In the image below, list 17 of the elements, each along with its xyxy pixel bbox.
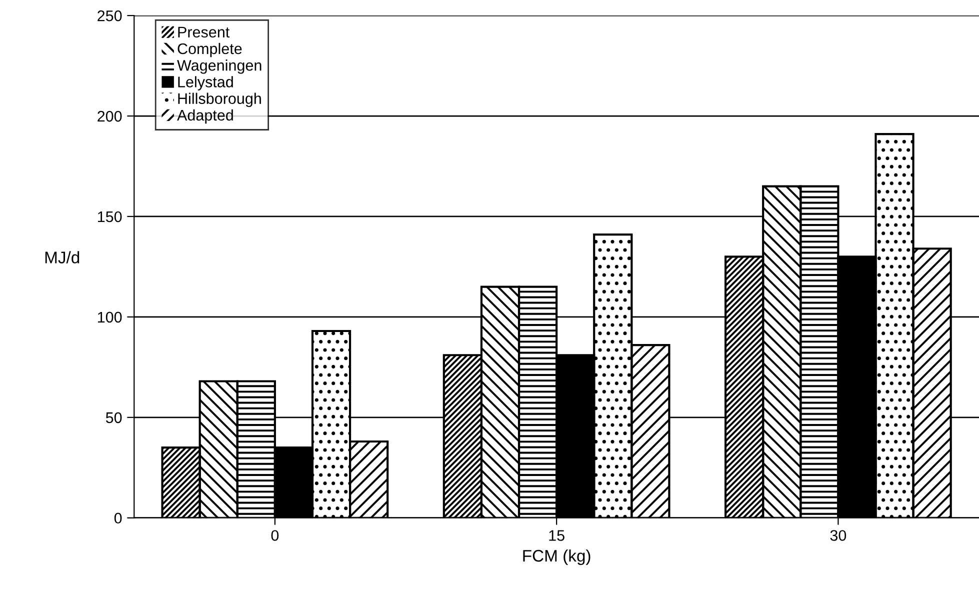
legend-label: Wageningen <box>177 60 262 74</box>
x-tick-label: 0 <box>271 530 279 541</box>
x-tick-label: 15 <box>549 530 564 541</box>
y-tick-label: 50 <box>106 412 122 424</box>
y-axis-title: MJ/d <box>45 251 80 264</box>
legend-label: Hillsborough <box>178 92 261 108</box>
x-axis-title: FCM (kg) <box>523 549 590 566</box>
y-tick-label: 0 <box>114 512 122 524</box>
y-tick-label: 100 <box>98 312 122 323</box>
y-tick-label: 150 <box>98 211 122 222</box>
x-tick-label: 30 <box>830 530 846 541</box>
y-tick-label: 250 <box>98 10 122 22</box>
legend-label: Present <box>178 26 230 38</box>
legend-label: Complete <box>178 42 242 58</box>
y-tick-label: 200 <box>98 110 122 122</box>
legend-label: Lelystad <box>178 76 233 90</box>
legend-label: Adapted <box>177 109 233 124</box>
